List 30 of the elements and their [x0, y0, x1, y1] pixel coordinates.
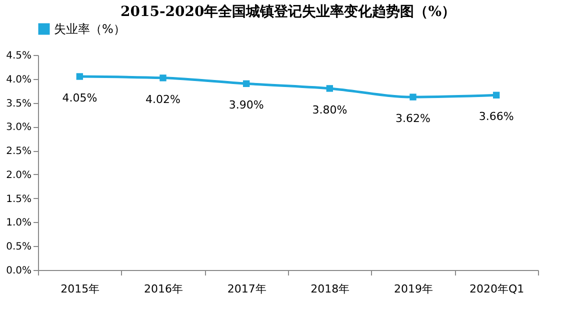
x-tick-label: 2020年Q1	[470, 282, 524, 296]
y-tick-label: 1.0%	[6, 218, 32, 229]
x-tick-label: 2016年	[144, 282, 183, 296]
data-label: 3.62%	[396, 112, 430, 126]
chart-title: 2015-2020年全国城镇登记失业率变化趋势图（%）	[120, 3, 456, 20]
point	[242, 80, 250, 88]
x-tick-label: 2015年	[60, 282, 100, 296]
point	[492, 92, 500, 98]
y-tick-label: 2.0%	[6, 170, 32, 181]
y-tick-label: 3.0%	[6, 122, 32, 134]
y-tick-label: 4.5%	[6, 50, 32, 62]
y-tick-label: 0.0%	[6, 266, 32, 276]
point	[410, 94, 416, 100]
y-tick-label: 0.5%	[6, 242, 32, 253]
data-label: 4.05%	[62, 92, 98, 104]
y-tick-label: 3.5%	[6, 98, 32, 110]
point	[76, 73, 84, 80]
y-tick-label: 1.5%	[6, 194, 32, 205]
data-label: 3.90%	[228, 98, 264, 112]
point	[326, 85, 334, 92]
x-tick-label: 2018年	[310, 282, 350, 296]
legend-label: 失业率（%）	[54, 22, 126, 36]
point	[160, 74, 166, 82]
data-label: 4.02%	[146, 92, 180, 106]
x-tick-label: 2017年	[227, 282, 266, 296]
data-label: 3.66%	[478, 110, 514, 124]
x-tick-label: 2019年	[394, 282, 433, 296]
y-tick-label: 2.5%	[6, 146, 32, 158]
data-label: 3.80%	[312, 103, 348, 116]
y-tick-label: 4.0%	[6, 74, 32, 86]
